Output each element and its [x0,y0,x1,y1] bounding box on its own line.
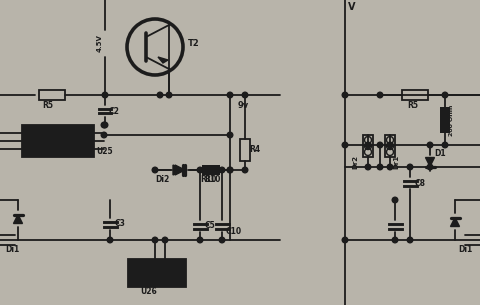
Polygon shape [451,217,459,227]
Circle shape [387,142,393,148]
Circle shape [427,142,433,148]
Circle shape [365,164,371,170]
Circle shape [407,164,413,170]
Bar [22,125,94,157]
Circle shape [162,237,168,243]
Text: R5: R5 [407,101,418,109]
Text: U25: U25 [96,148,113,156]
Bar [402,90,428,100]
Circle shape [387,164,393,170]
Circle shape [227,92,233,98]
Circle shape [242,167,248,173]
Text: R10: R10 [200,174,216,184]
Circle shape [102,92,108,98]
Circle shape [342,142,348,148]
Circle shape [101,132,107,138]
Text: R5: R5 [42,101,53,109]
Polygon shape [425,157,434,167]
Text: C10: C10 [226,228,242,236]
Text: 200 Ohm: 200 Ohm [449,104,454,136]
Text: V: V [348,2,356,12]
Circle shape [342,92,348,98]
Circle shape [107,237,113,243]
Circle shape [377,164,383,170]
Circle shape [242,92,248,98]
Bar [363,135,373,157]
Circle shape [219,237,225,243]
Circle shape [342,237,348,243]
Circle shape [166,92,172,98]
Text: U26: U26 [140,288,157,296]
Circle shape [152,167,158,173]
Circle shape [197,167,203,173]
Polygon shape [173,165,183,175]
Circle shape [227,167,233,173]
Text: Di1: Di1 [458,246,472,254]
Text: C3: C3 [115,220,126,228]
Circle shape [442,92,448,98]
Bar [204,165,220,175]
Circle shape [442,142,448,148]
Circle shape [102,122,108,128]
Text: C8: C8 [415,178,426,188]
Bar [440,107,450,133]
Circle shape [101,122,107,128]
Polygon shape [158,57,168,63]
Text: R4: R4 [249,145,260,155]
Text: Dr1: Dr1 [393,155,399,169]
Circle shape [365,142,371,148]
Bar [240,139,250,161]
Circle shape [427,164,433,170]
Polygon shape [13,214,23,224]
Circle shape [392,237,398,243]
Text: Dr2: Dr2 [352,155,358,169]
Polygon shape [175,165,185,175]
Bar [385,135,395,157]
Circle shape [197,237,203,243]
Text: C2: C2 [109,106,120,116]
Text: 9v: 9v [238,101,249,109]
Circle shape [392,197,398,203]
Text: T2: T2 [188,38,200,48]
Text: Di2: Di2 [155,174,169,184]
Circle shape [152,237,158,243]
Bar [128,259,186,287]
Bar [39,90,65,100]
Text: D1: D1 [434,149,445,157]
Circle shape [377,142,383,148]
Circle shape [157,92,163,98]
Circle shape [377,92,383,98]
Text: Di1: Di1 [5,246,19,254]
Circle shape [227,167,233,173]
Text: R10: R10 [204,174,220,184]
Circle shape [407,237,413,243]
Circle shape [219,167,225,173]
Circle shape [227,132,233,138]
Text: C5: C5 [205,221,216,231]
Text: 4.5V: 4.5V [97,34,103,52]
Bar [202,165,218,175]
